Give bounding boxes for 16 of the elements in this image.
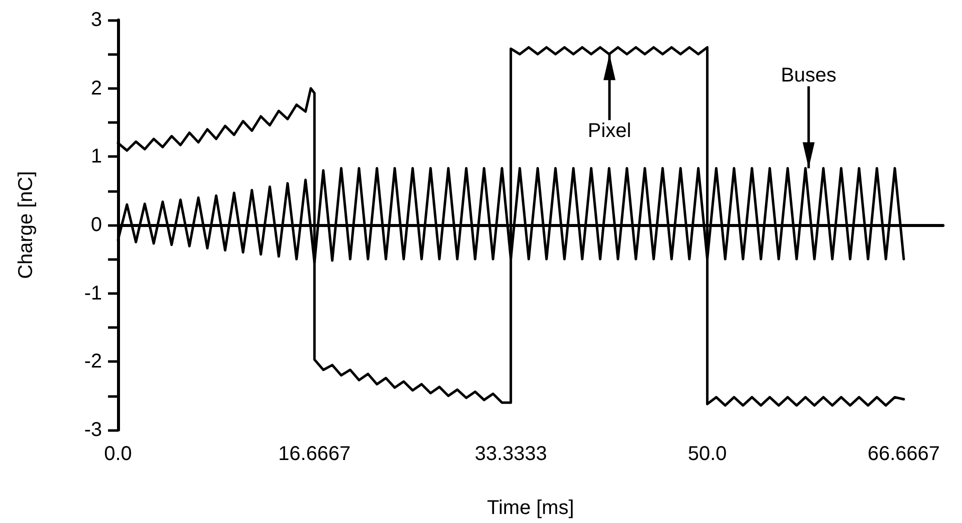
y-tick-label: 2	[90, 77, 102, 100]
x-tick-label: 33.3333	[474, 443, 548, 465]
y-tick-label: -1	[84, 282, 102, 304]
annotation: Pixel	[588, 120, 632, 142]
y-axis-title: Charge [nC]	[15, 171, 37, 279]
x-tick-label: 50.0	[688, 443, 727, 465]
annotation: Buses	[780, 64, 836, 86]
x-tick-label: 0.0	[104, 443, 132, 465]
y-tick-label: 0	[90, 214, 102, 236]
y-tick-label: 3	[90, 9, 102, 31]
y-tick-label: 1	[90, 146, 102, 168]
y-tick-label: -2	[84, 350, 102, 373]
x-tick-label: 16.6667	[278, 443, 351, 465]
x-axis-title: Time [ms]	[486, 497, 574, 519]
x-tick-label: 66.6667	[868, 443, 940, 465]
y-tick-label: -3	[84, 419, 102, 441]
